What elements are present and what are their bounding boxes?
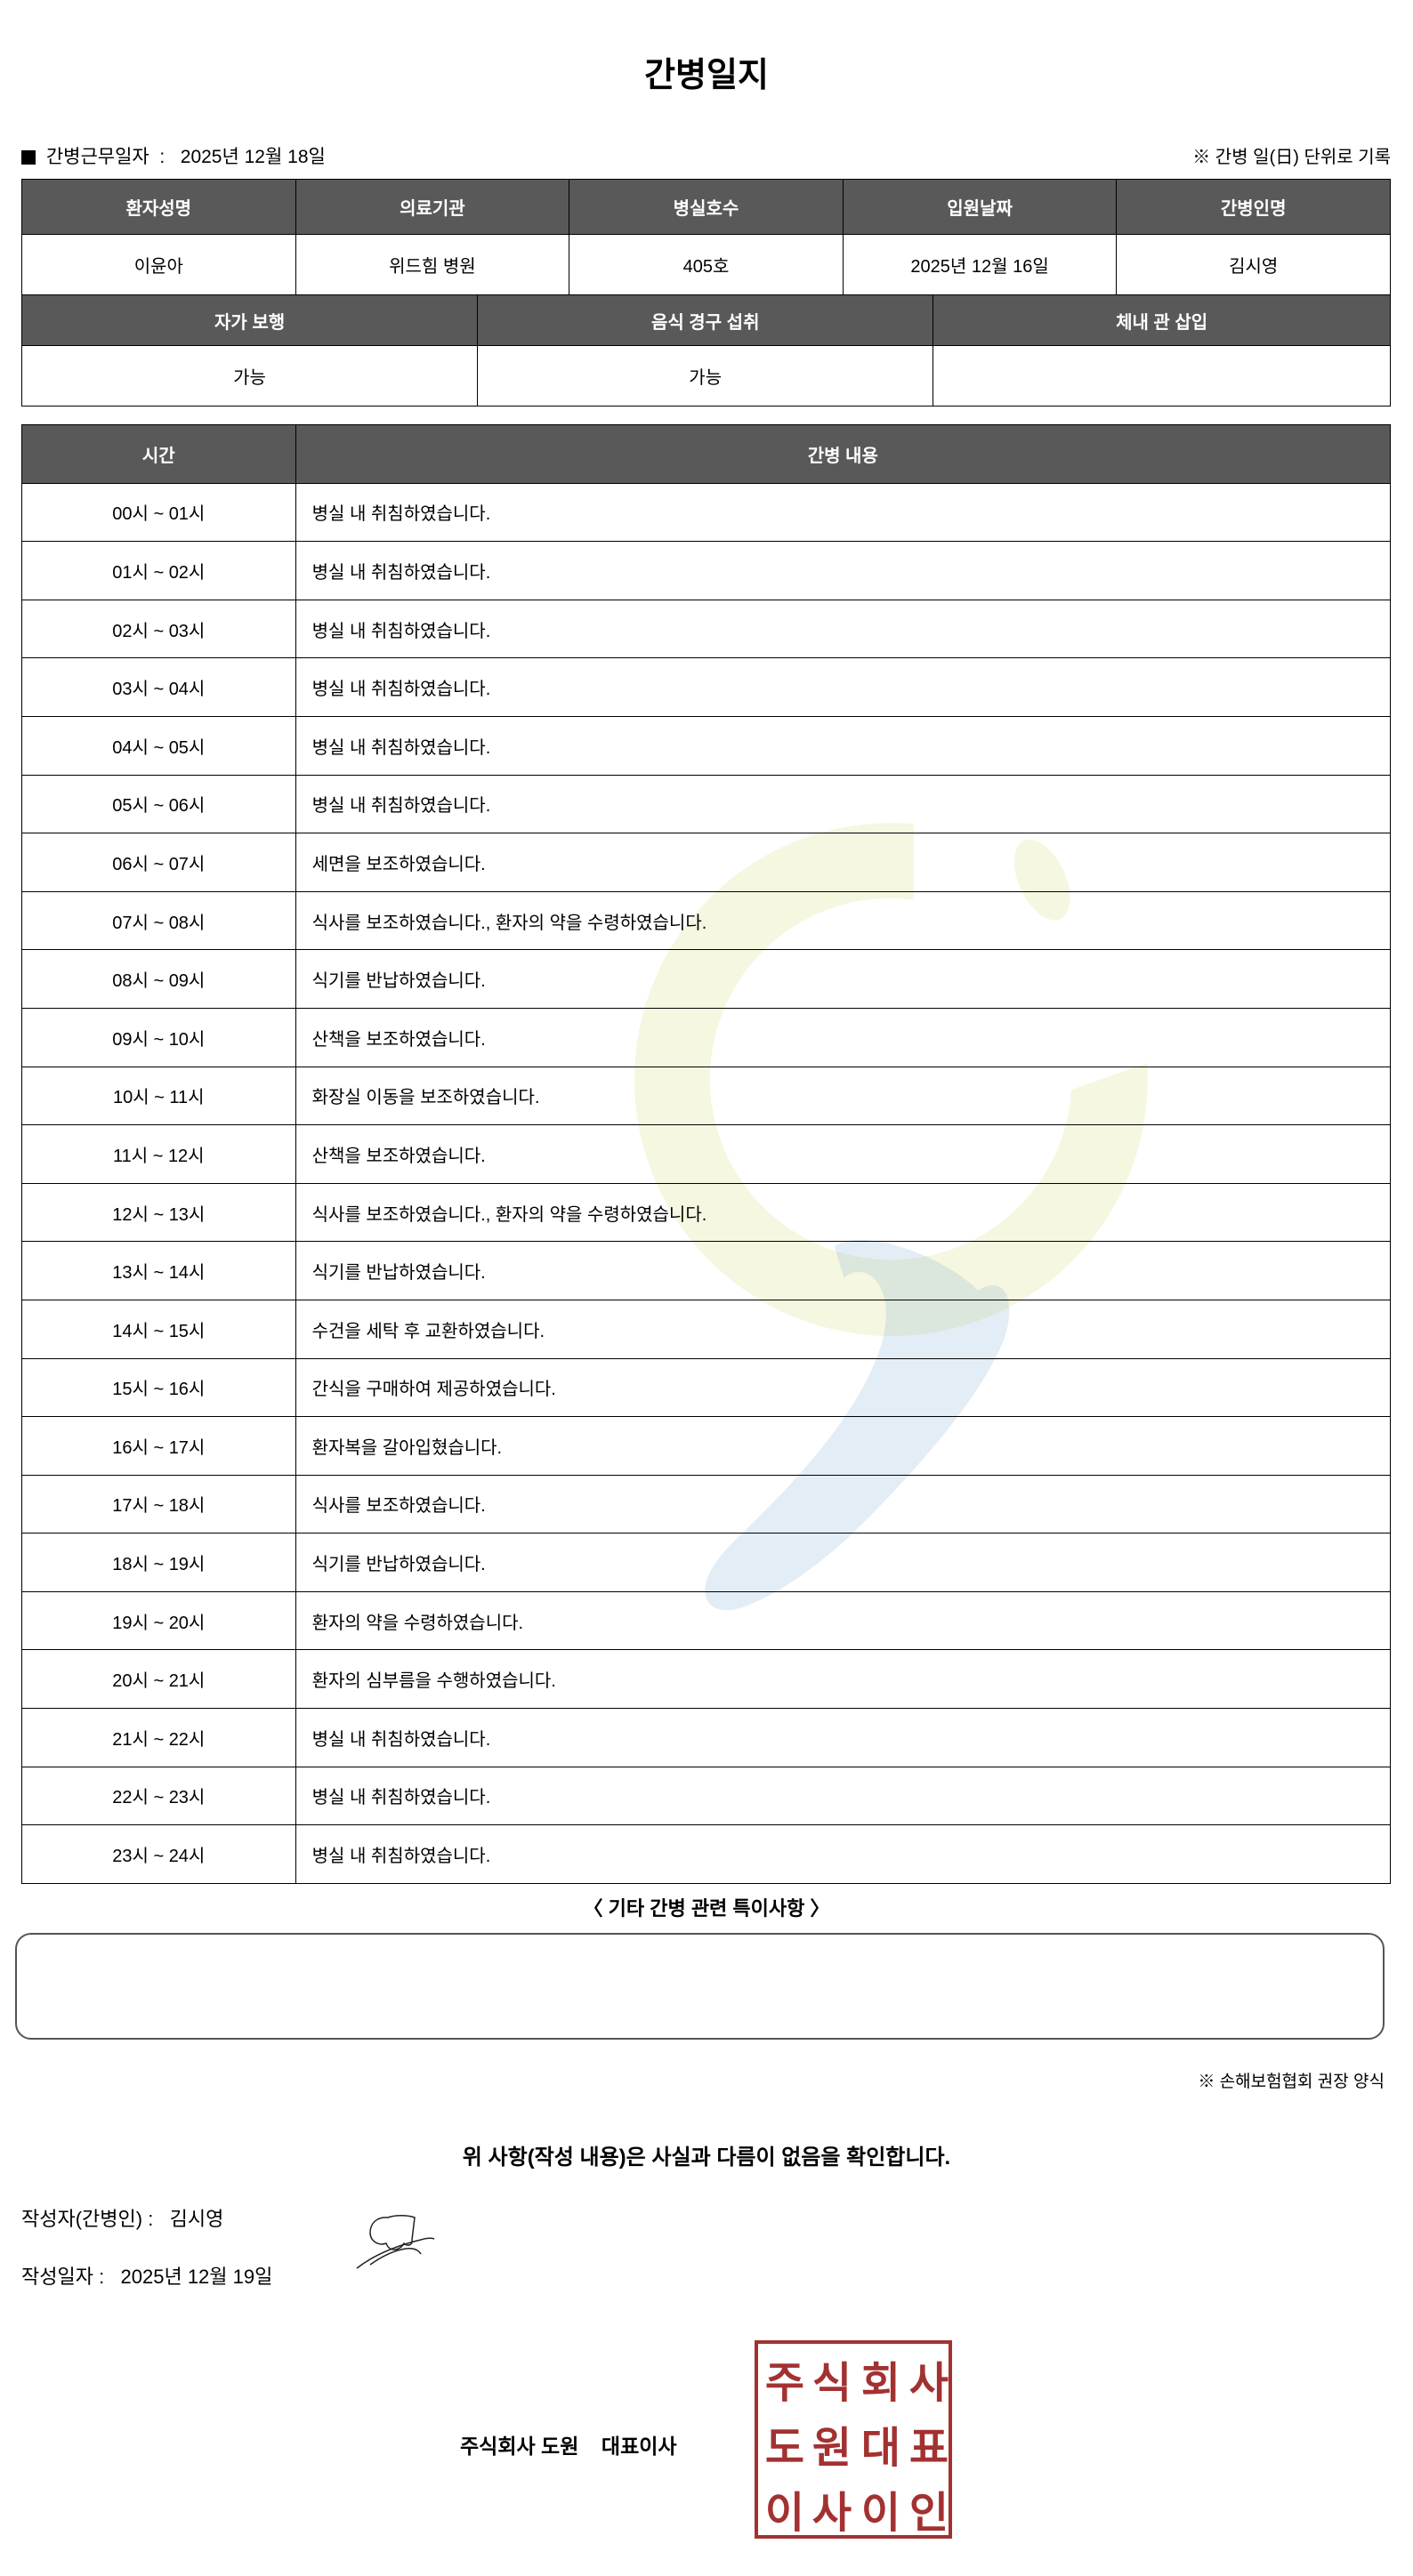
svg-text:대: 대 (861, 2425, 900, 2472)
svg-text:식: 식 (812, 2360, 852, 2407)
svg-text:표: 표 (909, 2425, 949, 2472)
svg-text:원: 원 (812, 2425, 852, 2472)
svg-text:이: 이 (765, 2490, 804, 2537)
svg-text:사: 사 (909, 2360, 949, 2407)
svg-text:이: 이 (861, 2490, 900, 2537)
svg-text:회: 회 (861, 2360, 900, 2407)
svg-text:사: 사 (812, 2490, 852, 2537)
svg-text:주: 주 (765, 2360, 804, 2407)
svg-text:인: 인 (909, 2490, 949, 2537)
svg-text:도: 도 (765, 2425, 804, 2472)
